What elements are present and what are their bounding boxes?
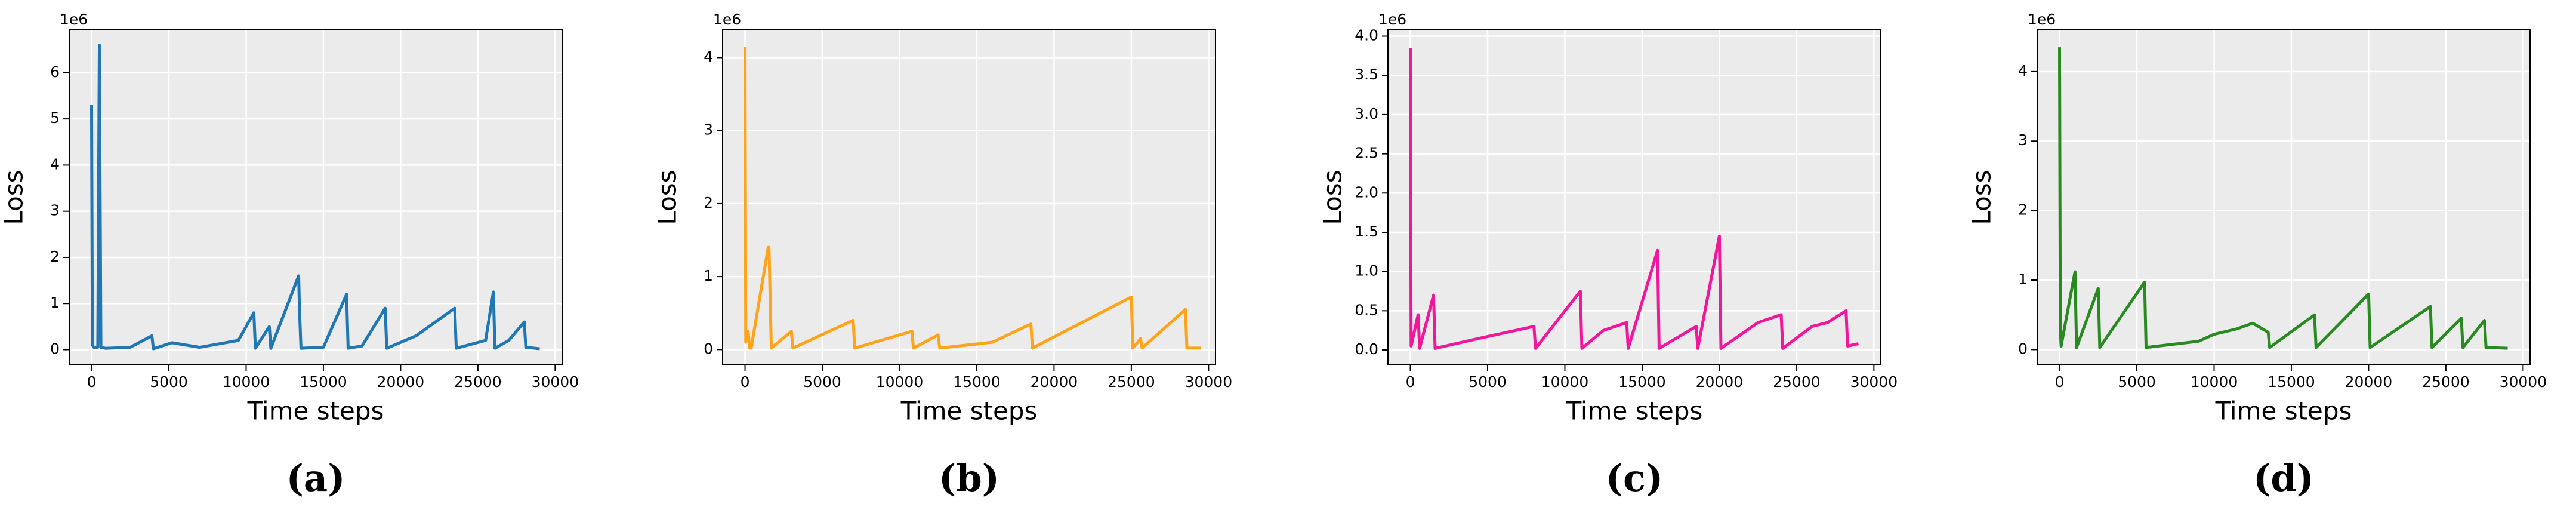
x-tick-label: 30000 bbox=[1850, 373, 1898, 391]
y-tick-label: 2 bbox=[2018, 201, 2028, 219]
y-tick-label: 1 bbox=[2018, 271, 2028, 288]
plot-frame bbox=[722, 29, 1216, 365]
y-tick-label: 0.5 bbox=[1355, 301, 1378, 318]
x-tick-label: 10000 bbox=[1541, 373, 1589, 391]
x-tick-label: 15000 bbox=[1618, 373, 1666, 391]
x-tick-label: 0 bbox=[741, 373, 750, 391]
x-tick-label: 10000 bbox=[876, 373, 924, 391]
caption: (d) bbox=[2253, 456, 2314, 500]
x-axis-label: Time steps bbox=[2215, 397, 2352, 426]
x-tick-label: 25000 bbox=[2422, 373, 2470, 391]
x-tick-label: 25000 bbox=[1107, 373, 1155, 391]
x-tick-label: 5000 bbox=[803, 373, 841, 391]
x-tick-label: 25000 bbox=[454, 373, 502, 391]
y-axis-label: Loss bbox=[653, 170, 682, 225]
x-tick-label: 5000 bbox=[150, 373, 188, 391]
x-tick-label: 20000 bbox=[1031, 373, 1078, 391]
loss-line bbox=[2058, 47, 2508, 350]
x-tick-label: 0 bbox=[87, 373, 97, 391]
x-tick-label: 15000 bbox=[300, 373, 347, 391]
loss-line bbox=[1409, 48, 1859, 350]
y-axis-label: Loss bbox=[1967, 170, 1997, 225]
y-tick-label: 3.5 bbox=[1355, 66, 1378, 83]
plot-frame bbox=[1387, 29, 1881, 365]
offset-label: 1e6 bbox=[713, 11, 741, 28]
x-axis-label: Time steps bbox=[1566, 397, 1703, 426]
plot-frame bbox=[69, 29, 563, 365]
y-tick-label: 0 bbox=[704, 340, 713, 357]
x-axis-label: Time steps bbox=[900, 397, 1038, 426]
y-tick-label: 4 bbox=[704, 48, 713, 65]
x-tick-label: 30000 bbox=[1185, 373, 1233, 391]
x-tick-label: 5000 bbox=[2118, 373, 2156, 391]
y-tick-label: 3 bbox=[704, 121, 713, 139]
y-tick-label: 3 bbox=[50, 202, 60, 219]
x-tick-label: 0 bbox=[1406, 373, 1415, 391]
y-tick-label: 0 bbox=[50, 340, 60, 358]
x-tick-label: 20000 bbox=[1696, 373, 1744, 391]
x-tick-label: 30000 bbox=[2500, 373, 2547, 391]
offset-label: 1e6 bbox=[1378, 11, 1406, 28]
plot-area bbox=[1388, 30, 1881, 365]
y-tick-label: 1 bbox=[704, 267, 713, 284]
loss-line bbox=[744, 47, 1201, 350]
x-tick-label: 10000 bbox=[223, 373, 270, 391]
x-tick-label: 10000 bbox=[2191, 373, 2238, 391]
offset-label: 1e6 bbox=[60, 11, 88, 28]
plot-area bbox=[2037, 30, 2530, 365]
y-tick-label: 1.5 bbox=[1355, 223, 1378, 240]
x-tick-label: 0 bbox=[2055, 373, 2065, 391]
x-axis-label: Time steps bbox=[247, 397, 384, 426]
caption: (c) bbox=[1606, 456, 1663, 500]
x-tick-label: 15000 bbox=[2268, 373, 2315, 391]
x-tick-label: 5000 bbox=[1469, 373, 1507, 391]
y-tick-label: 3 bbox=[2018, 131, 2028, 149]
caption: (b) bbox=[939, 456, 999, 500]
x-tick-label: 15000 bbox=[953, 373, 1001, 391]
offset-label: 1e6 bbox=[2028, 11, 2056, 28]
y-tick-label: 6 bbox=[50, 63, 60, 81]
y-axis-label: Loss bbox=[0, 170, 29, 225]
y-tick-label: 1.0 bbox=[1355, 262, 1378, 279]
y-tick-label: 1 bbox=[50, 294, 60, 311]
y-tick-label: 4.0 bbox=[1355, 27, 1378, 44]
y-tick-label: 0.0 bbox=[1355, 340, 1378, 358]
y-tick-label: 4 bbox=[2018, 62, 2028, 79]
plot-frame bbox=[2037, 29, 2531, 365]
y-tick-label: 0 bbox=[2018, 340, 2028, 357]
x-tick-label: 25000 bbox=[1773, 373, 1821, 391]
loss-line bbox=[90, 44, 540, 351]
y-tick-label: 3.0 bbox=[1355, 105, 1378, 122]
y-tick-label: 2.5 bbox=[1355, 145, 1378, 162]
y-tick-label: 2.0 bbox=[1355, 183, 1378, 201]
y-tick-label: 2 bbox=[50, 248, 60, 265]
y-tick-label: 4 bbox=[50, 155, 60, 173]
y-axis-label: Loss bbox=[1318, 170, 1347, 225]
y-tick-label: 2 bbox=[704, 194, 713, 211]
plot-area bbox=[69, 30, 562, 365]
x-tick-label: 20000 bbox=[377, 373, 425, 391]
y-tick-label: 5 bbox=[50, 109, 60, 127]
caption: (a) bbox=[286, 456, 345, 500]
x-tick-label: 30000 bbox=[532, 373, 579, 391]
plot-area bbox=[723, 30, 1215, 365]
x-tick-label: 20000 bbox=[2345, 373, 2393, 391]
